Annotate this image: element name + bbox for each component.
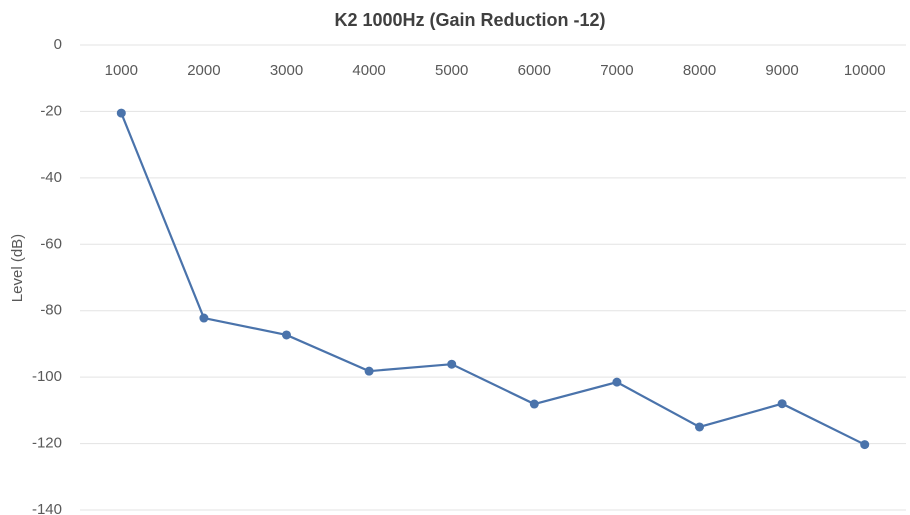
x-tick-label: 2000 — [187, 62, 220, 79]
y-tick-label: -20 — [40, 102, 62, 119]
data-point — [777, 399, 787, 409]
x-tick-label: 8000 — [683, 62, 716, 79]
x-tick-label: 1000 — [105, 62, 138, 79]
data-point — [529, 399, 539, 409]
x-tick-label: 10000 — [844, 62, 886, 79]
y-tick-label: -80 — [40, 302, 62, 319]
y-tick-label: -60 — [40, 235, 62, 252]
data-point — [447, 359, 457, 369]
y-tick-label: 0 — [54, 36, 62, 53]
x-tick-label: 5000 — [435, 62, 468, 79]
series-line — [120, 112, 866, 446]
x-tick-label: 4000 — [352, 62, 385, 79]
y-tick-label: -40 — [40, 169, 62, 186]
data-point — [116, 108, 126, 118]
x-tick-label: 6000 — [518, 62, 551, 79]
data-point — [199, 313, 209, 323]
x-tick-label: 7000 — [600, 62, 633, 79]
x-tick-label: 3000 — [270, 62, 303, 79]
y-tick-label: -100 — [32, 368, 62, 385]
y-tick-label: -140 — [32, 501, 62, 515]
y-axis-title: Level (dB) — [9, 234, 26, 302]
data-point — [364, 366, 374, 376]
data-point — [860, 440, 870, 450]
x-tick-label: 9000 — [765, 62, 798, 79]
data-point — [695, 422, 704, 432]
data-point — [612, 377, 622, 387]
chart-title: K2 1000Hz (Gain Reduction -12) — [334, 10, 605, 30]
data-point — [282, 330, 291, 340]
y-tick-label: -120 — [32, 435, 62, 452]
